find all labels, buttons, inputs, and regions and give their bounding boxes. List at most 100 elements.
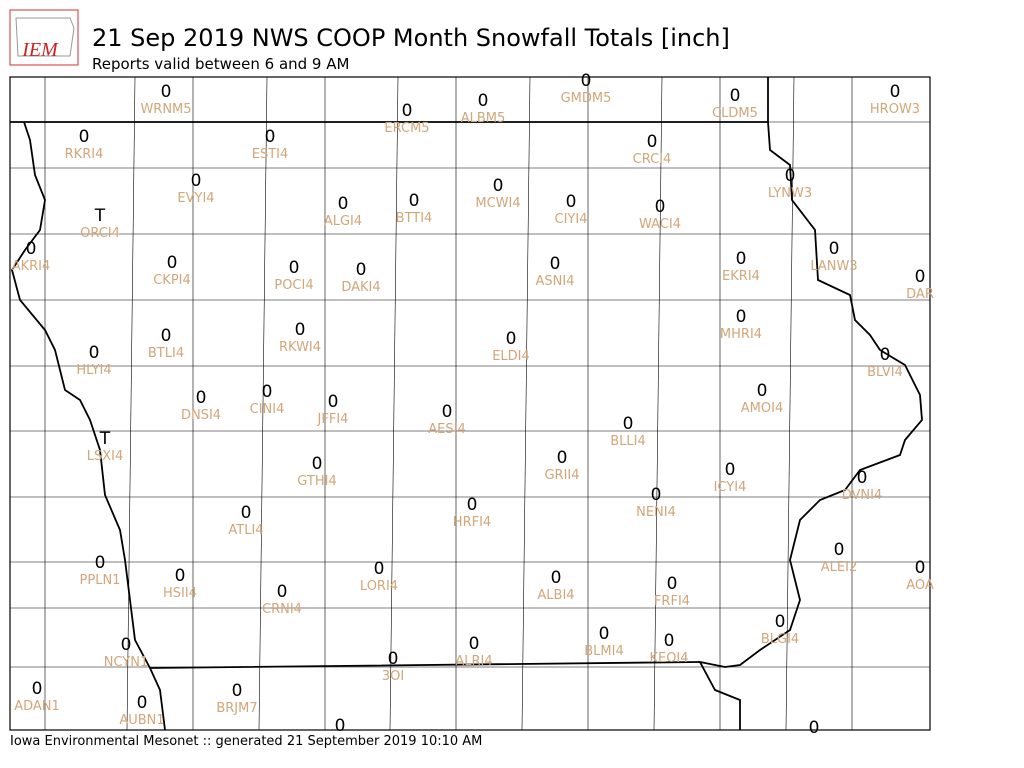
station-id: ALBI4 xyxy=(537,588,574,603)
station-id: BLVI4 xyxy=(867,365,903,380)
station-value: 0 xyxy=(265,127,276,147)
station-value: 0 xyxy=(374,559,385,579)
station-value: 0 xyxy=(915,267,926,287)
station-id: ALRI4 xyxy=(455,654,492,669)
station-id: 3OI xyxy=(382,669,404,684)
station-value: 0 xyxy=(623,414,634,434)
station-value: 0 xyxy=(196,388,207,408)
station-id: LORI4 xyxy=(360,579,398,594)
station-value: 0 xyxy=(599,624,610,644)
station-value: 0 xyxy=(277,582,288,602)
station-value: 0 xyxy=(262,382,273,402)
station-value: 0 xyxy=(295,320,306,340)
station-id: ICYI4 xyxy=(714,480,747,495)
station-value: 0 xyxy=(880,345,891,365)
station-id: CINI4 xyxy=(250,402,285,417)
station-id: ORCI4 xyxy=(80,226,120,241)
station-value: 0 xyxy=(137,693,148,713)
station-id: GMDM5 xyxy=(561,91,612,106)
state-border xyxy=(11,121,701,669)
station-value: 0 xyxy=(725,460,736,480)
station-value: 0 xyxy=(442,402,453,422)
station-id: BRJM7 xyxy=(216,701,257,716)
map-frame xyxy=(9,76,931,731)
station-id: DAKI4 xyxy=(341,280,380,295)
station-value: 0 xyxy=(388,649,399,669)
station-id: WRNM5 xyxy=(140,102,191,117)
station-value: 0 xyxy=(328,392,339,412)
state-border xyxy=(149,667,166,730)
footer: Iowa Environmental Mesonet :: generated … xyxy=(10,734,482,749)
station-value: 0 xyxy=(857,468,868,488)
station-value: 0 xyxy=(551,568,562,588)
station-value: 0 xyxy=(289,258,300,278)
station-value: 0 xyxy=(664,631,675,651)
station-id: ALBM5 xyxy=(461,111,506,126)
station-id: KEOI4 xyxy=(649,651,688,666)
station-value: 0 xyxy=(32,679,43,699)
station-id: JFFI4 xyxy=(317,412,349,427)
station-value: 0 xyxy=(402,101,413,121)
station-value: 0 xyxy=(736,249,747,269)
station-id: ASNI4 xyxy=(536,274,575,289)
station-id: ALEI2 xyxy=(821,560,857,575)
station-value: 0 xyxy=(95,553,106,573)
station-id: ALGI4 xyxy=(324,214,362,229)
station-value: 0 xyxy=(890,82,901,102)
station-value: 0 xyxy=(736,307,747,327)
county-line xyxy=(785,77,795,730)
station-id: CKPI4 xyxy=(153,273,191,288)
station-value: 0 xyxy=(232,681,243,701)
station-id: BTTI4 xyxy=(396,211,433,226)
station-value: 0 xyxy=(478,91,489,111)
station-value: 0 xyxy=(655,197,666,217)
county-line xyxy=(389,77,399,730)
station-id: MHRI4 xyxy=(720,327,762,342)
station-id: ATLI4 xyxy=(228,523,263,538)
county-lines xyxy=(10,77,930,730)
station-id: AOA xyxy=(906,578,934,593)
station-id: HRFI4 xyxy=(453,515,491,530)
state-border xyxy=(10,121,923,730)
station-value: 0 xyxy=(915,558,926,578)
station-value: 0 xyxy=(757,381,768,401)
station-id: NENI4 xyxy=(636,505,676,520)
station-id: DVNI4 xyxy=(842,488,883,503)
county-line xyxy=(653,77,663,730)
logo: IEM xyxy=(9,9,79,66)
county-line xyxy=(258,77,268,730)
station-value: 0 xyxy=(26,239,37,259)
station-id: HLYI4 xyxy=(76,363,111,378)
subtitle: Reports valid between 6 and 9 AM xyxy=(92,55,349,73)
station-id: CRCI4 xyxy=(633,152,672,167)
station-value: 0 xyxy=(175,566,186,586)
station-id: RKRI4 xyxy=(65,147,104,162)
station-value: 0 xyxy=(651,485,662,505)
logo-text: IEM xyxy=(21,39,59,61)
station-value: 0 xyxy=(785,166,796,186)
station-value: 0 xyxy=(241,503,252,523)
station-id: ADAN1 xyxy=(14,699,60,714)
station-id: ESTI4 xyxy=(252,147,289,162)
station-id: RKWI4 xyxy=(279,340,321,355)
station-value: 0 xyxy=(566,192,577,212)
station-id: GRII4 xyxy=(544,468,579,483)
station-value: 0 xyxy=(550,254,561,274)
station-value: 0 xyxy=(647,132,658,152)
station-value: 0 xyxy=(834,540,845,560)
station-id: LSXI4 xyxy=(87,449,124,464)
station-value: 0 xyxy=(730,86,741,106)
station-value: 0 xyxy=(775,612,786,632)
station-value: 0 xyxy=(335,716,346,736)
station-id: EVYI4 xyxy=(177,191,214,206)
station-id: WACI4 xyxy=(639,217,681,232)
station-id: DAR xyxy=(906,287,934,302)
station-value: 0 xyxy=(557,448,568,468)
station-id: GTHI4 xyxy=(297,474,336,489)
station-id: AESI4 xyxy=(428,422,465,437)
station-value: 0 xyxy=(409,191,420,211)
station-value: 0 xyxy=(338,194,349,214)
county-line xyxy=(126,77,136,730)
station-id: HSII4 xyxy=(163,586,197,601)
station-id: POCI4 xyxy=(274,278,313,293)
